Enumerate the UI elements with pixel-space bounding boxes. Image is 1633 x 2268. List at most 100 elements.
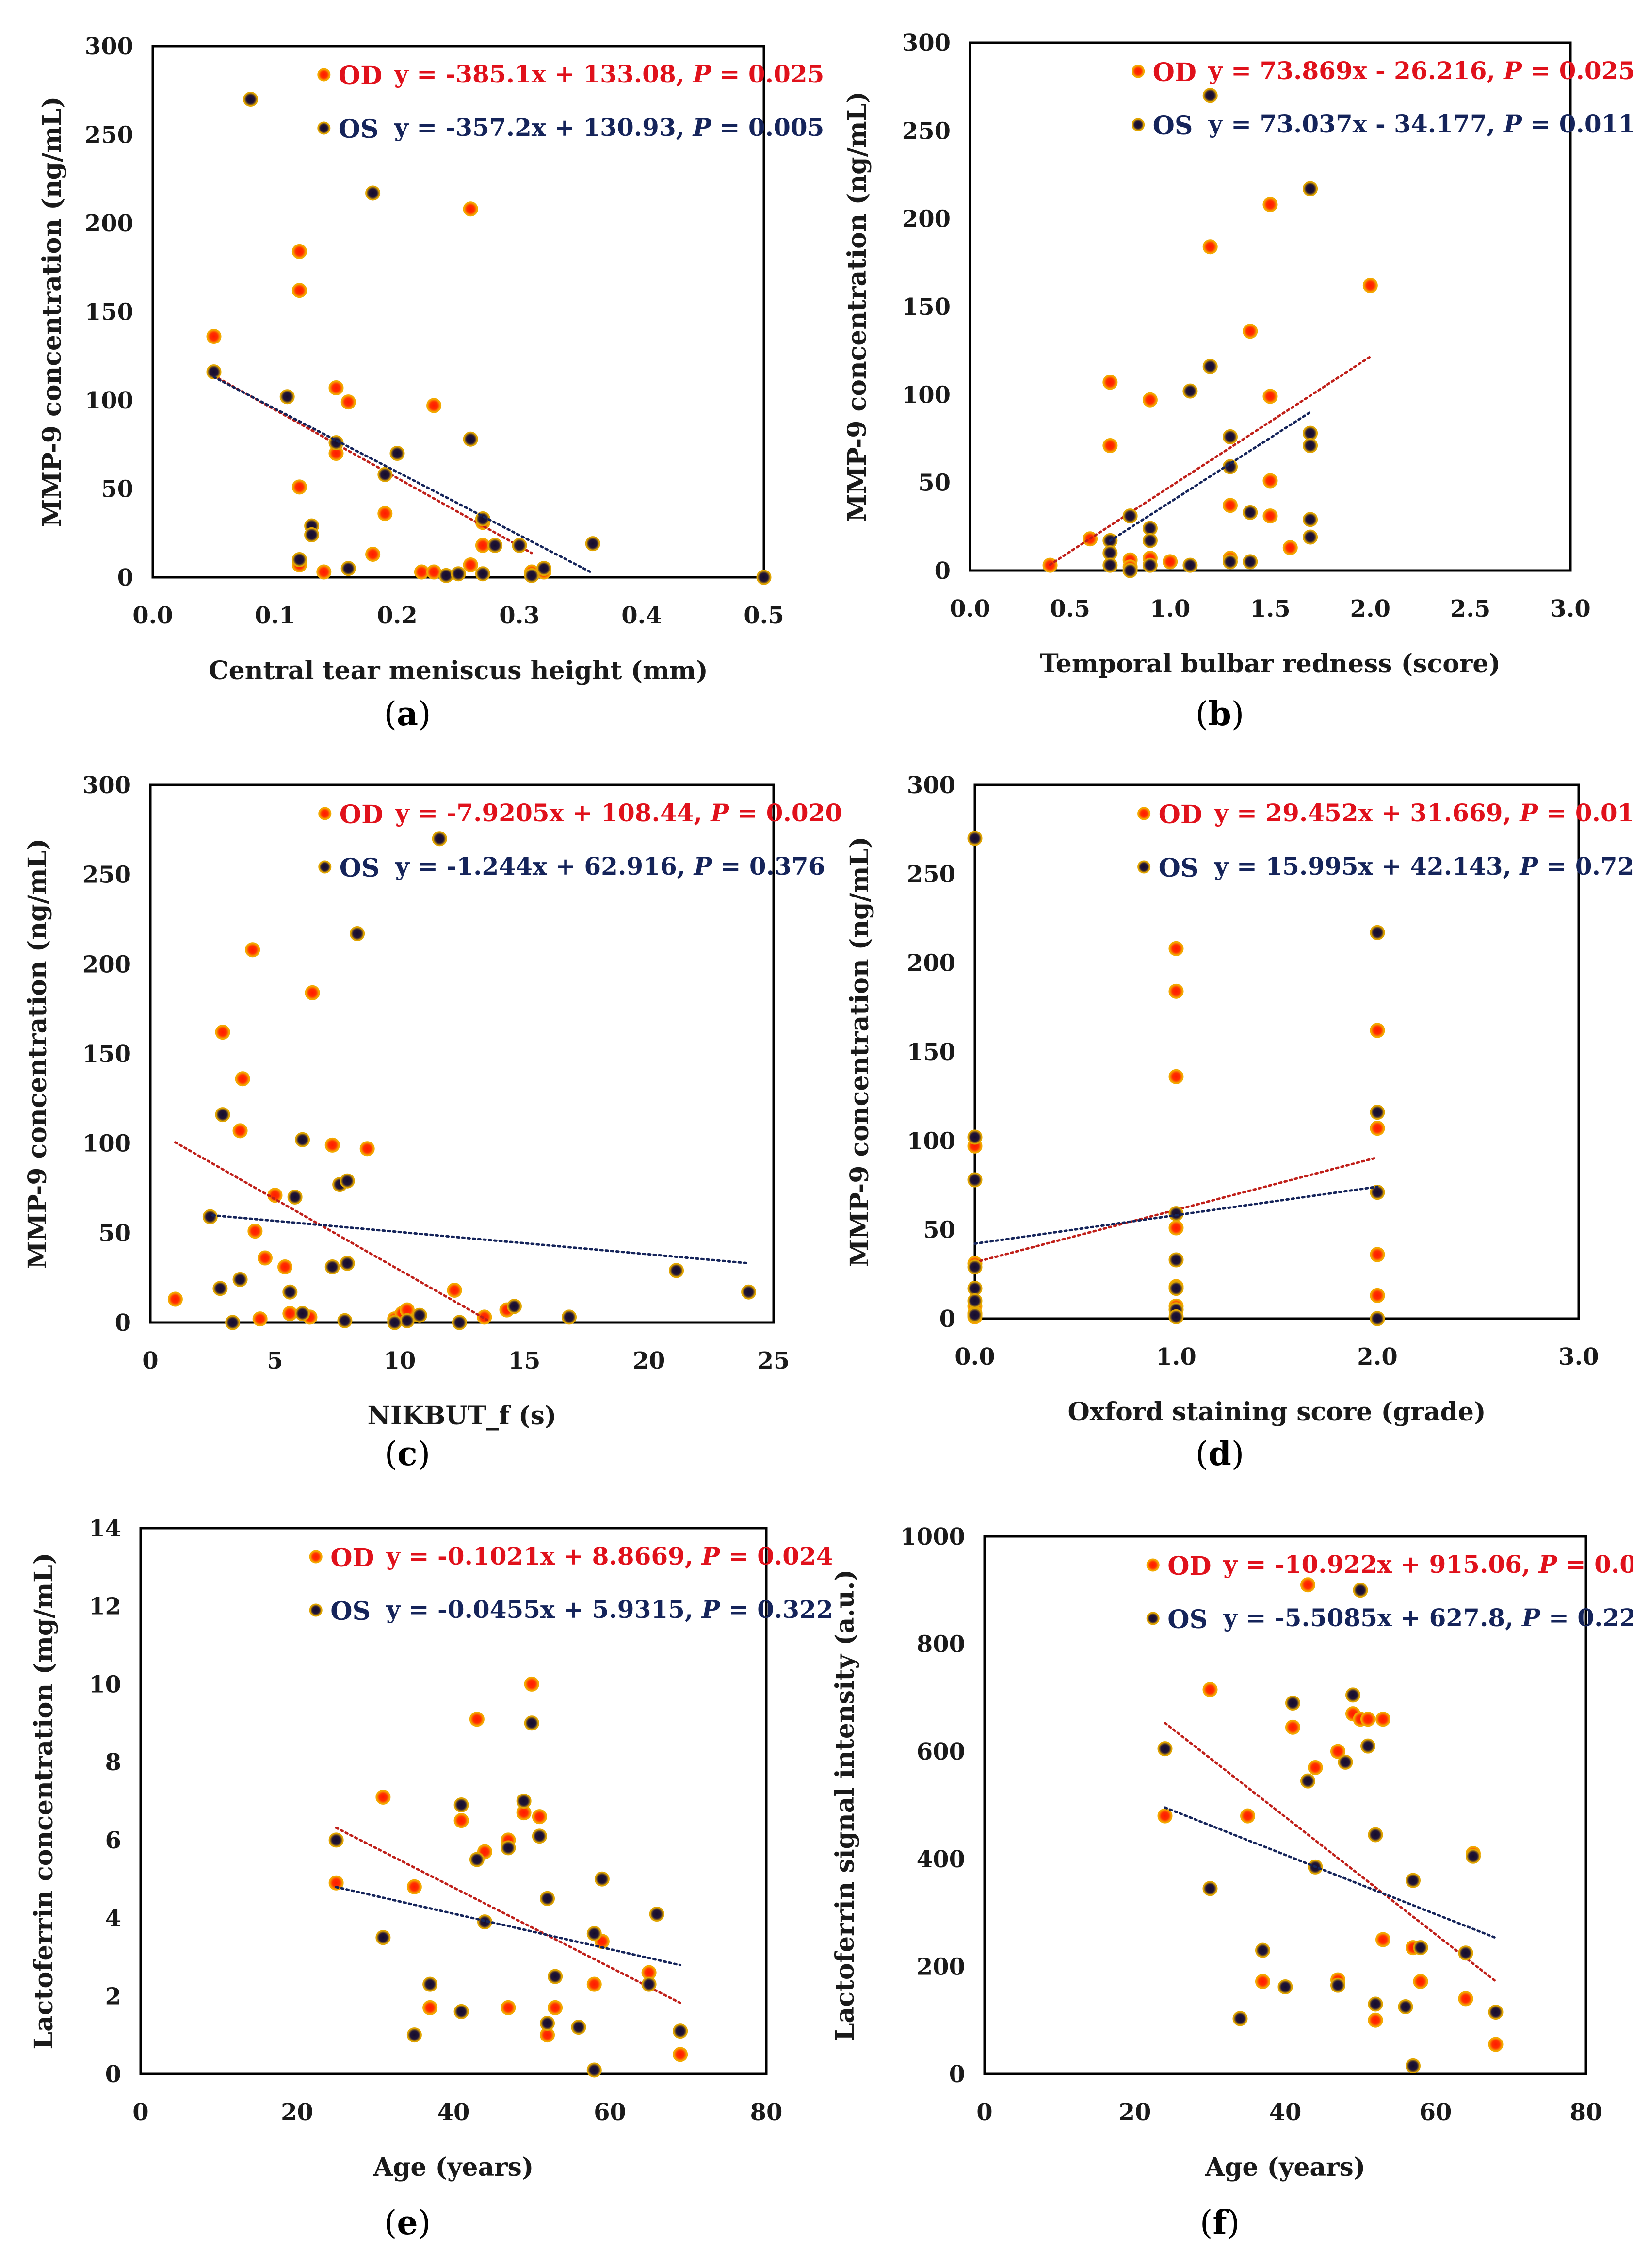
y-tick-label: 250 bbox=[85, 122, 133, 149]
y-tick-label: 400 bbox=[917, 1846, 965, 1873]
y-tick-label: 0 bbox=[115, 1309, 131, 1337]
y-tick-label: 50 bbox=[923, 1217, 955, 1244]
y-tick-label: 6 bbox=[105, 1827, 121, 1854]
os-data-point bbox=[452, 1315, 467, 1330]
os-data-point bbox=[1406, 1873, 1421, 1888]
os-data-point bbox=[1303, 438, 1318, 454]
chart-panel-b: 0.0 0.5 1.0 1.5 2.0 2.5 3.0 0 50 100 150 200 250 300 T… bbox=[842, 30, 1633, 734]
os-data-point bbox=[1300, 1773, 1315, 1789]
y-tick-label: 200 bbox=[82, 951, 131, 978]
x-tick-label: 0.0 bbox=[132, 602, 173, 629]
os-data-point bbox=[453, 2004, 469, 2019]
y-axis-label: MMP-9 concentration (ng/mL) bbox=[842, 91, 872, 522]
y-tick-label: 8 bbox=[105, 1749, 121, 1776]
os-data-point bbox=[1202, 1881, 1218, 1896]
os-data-point bbox=[548, 1969, 563, 1984]
y-tick-label: 0 bbox=[949, 2061, 965, 2088]
od-data-point bbox=[426, 564, 442, 580]
legend-od-label: OD bbox=[340, 800, 383, 830]
od-data-point bbox=[235, 1071, 250, 1087]
os-data-point bbox=[1182, 383, 1198, 399]
od-trendline bbox=[174, 1141, 488, 1321]
os-data-point bbox=[1368, 1996, 1383, 2012]
od-data-point bbox=[463, 557, 478, 572]
os-data-point bbox=[1360, 1738, 1375, 1754]
x-tick-label: 0.3 bbox=[499, 602, 540, 629]
od-data-point bbox=[1262, 508, 1278, 524]
os-trendline bbox=[973, 1185, 1379, 1245]
od-data-point bbox=[453, 1813, 469, 1828]
legend-od-marker bbox=[309, 1550, 323, 1564]
os-data-point bbox=[1285, 1695, 1300, 1711]
os-data-point bbox=[1102, 545, 1118, 561]
os-data-point bbox=[304, 527, 320, 542]
os-data-point bbox=[1370, 925, 1385, 940]
os-data-point bbox=[399, 1313, 415, 1328]
x-axis-label: Oxford staining score (grade) bbox=[1067, 1397, 1486, 1427]
od-data-point bbox=[1202, 239, 1218, 255]
os-data-point bbox=[1222, 554, 1238, 570]
os-data-point bbox=[1232, 2011, 1248, 2026]
os-data-point bbox=[1488, 2005, 1504, 2020]
os-data-point bbox=[375, 1930, 391, 1945]
y-tick-label: 0 bbox=[939, 1305, 955, 1333]
os-data-point bbox=[1370, 1105, 1385, 1120]
od-data-point bbox=[282, 1306, 298, 1322]
os-data-point bbox=[282, 1284, 298, 1300]
chart-panel-d: 0.0 1.0 2.0 3.0 0 50 100 150 200 250 300 Oxford sta… bbox=[845, 772, 1633, 1473]
os-data-point bbox=[967, 1281, 983, 1296]
od-data-point bbox=[1458, 1991, 1473, 2007]
os-data-point bbox=[1168, 1309, 1184, 1324]
legend-od-marker bbox=[318, 807, 332, 820]
os-data-point bbox=[1142, 557, 1158, 573]
panel-caption: (c) bbox=[385, 1435, 430, 1473]
os-data-point bbox=[453, 1797, 469, 1813]
os-data-point bbox=[287, 1189, 303, 1205]
os-data-point bbox=[232, 1272, 248, 1287]
y-tick-label: 300 bbox=[902, 30, 951, 57]
os-data-point bbox=[451, 566, 466, 582]
y-tick-label: 300 bbox=[907, 772, 955, 799]
y-tick-label: 50 bbox=[98, 1220, 131, 1247]
x-tick-label: 20 bbox=[281, 2099, 313, 2126]
chart-panel-e: 0 20 40 60 80 0 2 4 6 8 10 12 14 Age (years) Lactoferr… bbox=[29, 1515, 833, 2242]
legend-od-label: OD bbox=[1167, 1551, 1211, 1581]
legend-od-marker bbox=[1132, 65, 1145, 78]
y-tick-label: 600 bbox=[917, 1738, 965, 1765]
os-data-point bbox=[412, 1307, 427, 1323]
x-tick-label: 20 bbox=[633, 1347, 665, 1374]
os-trendline bbox=[1109, 411, 1312, 542]
y-tick-label: 14 bbox=[89, 1515, 121, 1542]
x-axis-label: NIKBUT_f (s) bbox=[368, 1401, 557, 1431]
y-tick-label: 2 bbox=[105, 1983, 121, 2010]
os-data-point bbox=[641, 1976, 657, 1992]
plot-frame bbox=[983, 1535, 1587, 2075]
os-data-point bbox=[524, 568, 539, 583]
od-data-point bbox=[375, 1789, 391, 1805]
x-tick-label: 80 bbox=[1570, 2099, 1602, 2126]
y-tick-label: 150 bbox=[82, 1041, 131, 1068]
os-data-point bbox=[594, 1871, 610, 1887]
od-data-point bbox=[340, 394, 356, 410]
od-data-point bbox=[167, 1291, 183, 1307]
y-tick-label: 250 bbox=[907, 861, 955, 888]
legend-os-marker bbox=[1132, 118, 1145, 131]
os-data-point bbox=[571, 2020, 586, 2035]
od-data-point bbox=[1360, 1712, 1375, 1727]
x-tick-label: 2.5 bbox=[1450, 595, 1491, 622]
y-tick-label: 300 bbox=[82, 772, 131, 799]
os-data-point bbox=[340, 1173, 355, 1189]
od-data-point bbox=[1243, 324, 1258, 339]
od-data-point bbox=[215, 1025, 230, 1040]
legend-os-label: OS bbox=[1159, 853, 1199, 883]
plot-frame bbox=[973, 783, 1580, 1320]
od-data-point bbox=[1157, 1808, 1173, 1824]
od-data-point bbox=[1262, 473, 1278, 489]
os-data-point bbox=[1222, 459, 1238, 474]
y-tick-label: 100 bbox=[902, 381, 951, 408]
od-data-point bbox=[1413, 1974, 1428, 1989]
os-data-point bbox=[1182, 557, 1198, 573]
legend-os-marker bbox=[317, 121, 331, 135]
